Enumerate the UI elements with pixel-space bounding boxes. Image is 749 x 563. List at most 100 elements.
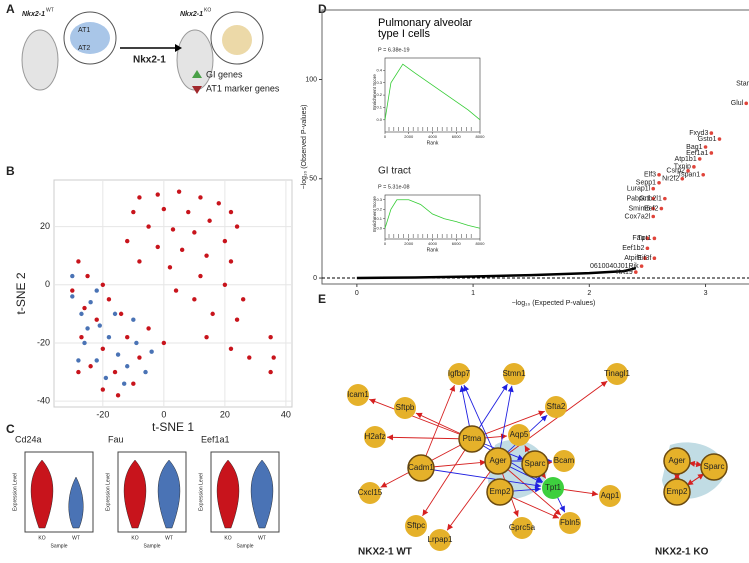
- node: [503, 363, 525, 385]
- x-axis-label: −log₁₀ (Expected P-values): [512, 300, 596, 307]
- point: [85, 326, 90, 331]
- node: [405, 515, 427, 537]
- knockout-gene: Nkx2-1: [133, 55, 166, 66]
- x-tick-label: 4000: [428, 134, 438, 139]
- point-label: Atp1b1: [675, 156, 697, 163]
- point: [198, 195, 203, 200]
- point: [643, 256, 647, 260]
- point: [651, 186, 656, 191]
- arrowhead: [422, 509, 429, 516]
- y-tick-label: -40: [37, 396, 50, 406]
- plot-bg: [53, 179, 293, 408]
- x-axis-label: Sample: [237, 543, 254, 549]
- y-axis-label: Expression Level: [12, 473, 18, 511]
- arrowhead: [600, 381, 608, 388]
- node: [545, 396, 567, 418]
- cell-label: AT2: [78, 45, 90, 52]
- inset-title: GI tract: [378, 166, 411, 177]
- point: [709, 131, 714, 135]
- cell-label: AT1: [78, 27, 90, 34]
- plot-frame: [210, 451, 280, 533]
- violin-title: Cd24a: [15, 434, 42, 444]
- point-label: 0610040J01Rik: [590, 263, 639, 270]
- arrowhead: [554, 508, 561, 516]
- point: [82, 305, 87, 311]
- point: [709, 151, 714, 155]
- x-tick-label: 0: [384, 134, 387, 139]
- x-tick-label: 8000: [476, 241, 486, 246]
- y-axis-label: Enrichment Score: [372, 74, 377, 110]
- legend-label: GI genes: [206, 69, 243, 79]
- point: [192, 297, 197, 302]
- point: [686, 169, 690, 173]
- x-tick-label: 2000: [404, 241, 414, 246]
- node-label: Ptma: [463, 434, 482, 443]
- point: [204, 334, 209, 340]
- violin: [30, 459, 54, 529]
- y-tick-label: 0.1: [376, 216, 382, 221]
- panel-label: C: [6, 422, 15, 436]
- point-label: Pabpc1: [626, 195, 650, 202]
- point: [137, 259, 142, 264]
- qq-line: [356, 266, 637, 280]
- x-axis-label: Sample: [144, 543, 161, 549]
- genotype-sup: KO: [204, 7, 211, 13]
- point: [115, 352, 121, 357]
- arrowhead: [380, 481, 388, 488]
- edge: [497, 380, 608, 462]
- node: [606, 363, 628, 385]
- point: [76, 369, 81, 375]
- point: [155, 192, 160, 197]
- point: [744, 101, 749, 106]
- point: [192, 230, 197, 235]
- node-label: Tinagl1: [604, 369, 630, 378]
- point: [143, 369, 148, 375]
- plot-frame: [24, 451, 94, 533]
- x-tick-label: 20: [220, 409, 230, 419]
- edge: [422, 438, 473, 517]
- node-label: Aqp5: [510, 430, 529, 439]
- node: [521, 450, 549, 478]
- y-axis-label: −log₁₀ (Observed P-values): [301, 105, 308, 190]
- x-tick-label: WT: [258, 535, 266, 541]
- point: [222, 238, 228, 244]
- point: [94, 288, 99, 293]
- point: [697, 157, 702, 161]
- violin: [123, 459, 147, 529]
- node-label: Lrpap1: [428, 535, 453, 544]
- point: [198, 273, 203, 279]
- point: [76, 358, 81, 363]
- arrowhead: [538, 410, 545, 417]
- arrowhead: [540, 415, 548, 422]
- point: [149, 349, 154, 354]
- node-label: Ager: [669, 456, 686, 465]
- point: [247, 355, 252, 360]
- node-label: Bcam: [554, 456, 575, 465]
- y-tick-label: 20: [40, 221, 50, 231]
- point-label: Krt19: [616, 269, 633, 276]
- point: [652, 236, 657, 241]
- point: [167, 265, 173, 270]
- y-tick-label: 0: [45, 279, 50, 289]
- arrowhead: [591, 490, 599, 497]
- arrowhead: [559, 505, 565, 513]
- x-tick-label: KO: [38, 535, 45, 541]
- point: [717, 137, 722, 141]
- arrowhead: [507, 385, 514, 393]
- node-label: Sftpc: [407, 521, 425, 530]
- point: [94, 317, 99, 322]
- y-axis-label: Enrichment Score: [372, 196, 377, 232]
- point: [79, 311, 84, 317]
- node: [542, 477, 564, 499]
- panel-label: E: [318, 292, 326, 306]
- point: [146, 326, 151, 331]
- node: [508, 424, 530, 446]
- point-label: Eif3f: [637, 255, 651, 262]
- node-label: Stmn1: [502, 369, 526, 378]
- x-tick-label: 2000: [404, 134, 414, 139]
- point: [657, 180, 661, 185]
- y-tick-label: 0.0: [376, 117, 382, 122]
- arrowhead: [524, 445, 531, 453]
- node: [599, 485, 621, 507]
- y-tick-label: 0.2: [376, 206, 382, 211]
